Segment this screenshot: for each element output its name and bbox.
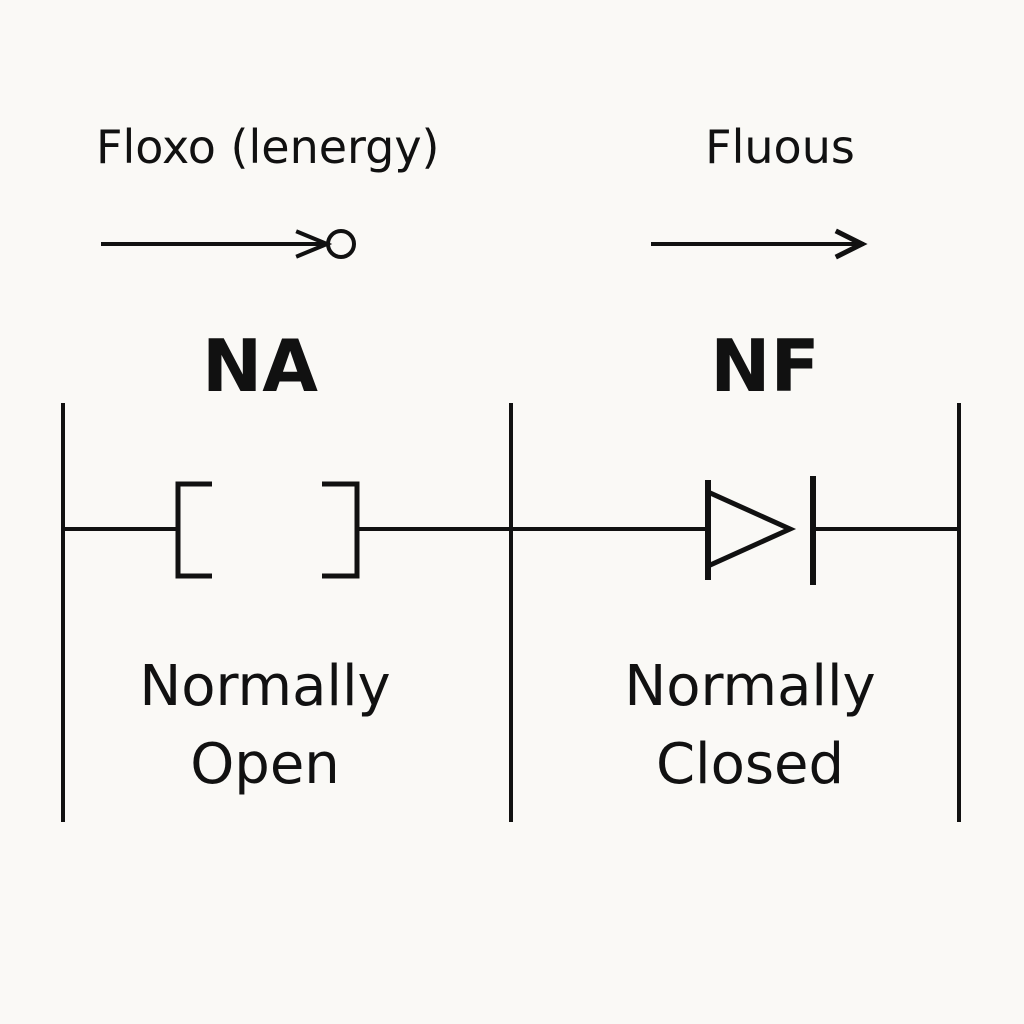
normally-closed-contact-symbol: [511, 476, 959, 585]
right-flow-label: Fluous: [640, 124, 920, 170]
normally-closed-line1: Normally: [570, 648, 930, 726]
normally-open-line1: Normally: [85, 648, 445, 726]
left-flow-label: Floxo (lenergy): [96, 124, 468, 170]
normally-open-description: Normally Open: [85, 648, 445, 804]
nf-code-label: NF: [615, 330, 915, 402]
na-code-label: NA: [110, 330, 410, 402]
normally-open-line2: Open: [85, 726, 445, 804]
arrow-right-icon: [653, 232, 862, 256]
arrow-with-circle-icon: [103, 231, 354, 257]
normally-closed-description: Normally Closed: [570, 648, 930, 804]
normally-closed-line2: Closed: [570, 726, 930, 804]
normally-open-contact-symbol: [63, 484, 511, 576]
